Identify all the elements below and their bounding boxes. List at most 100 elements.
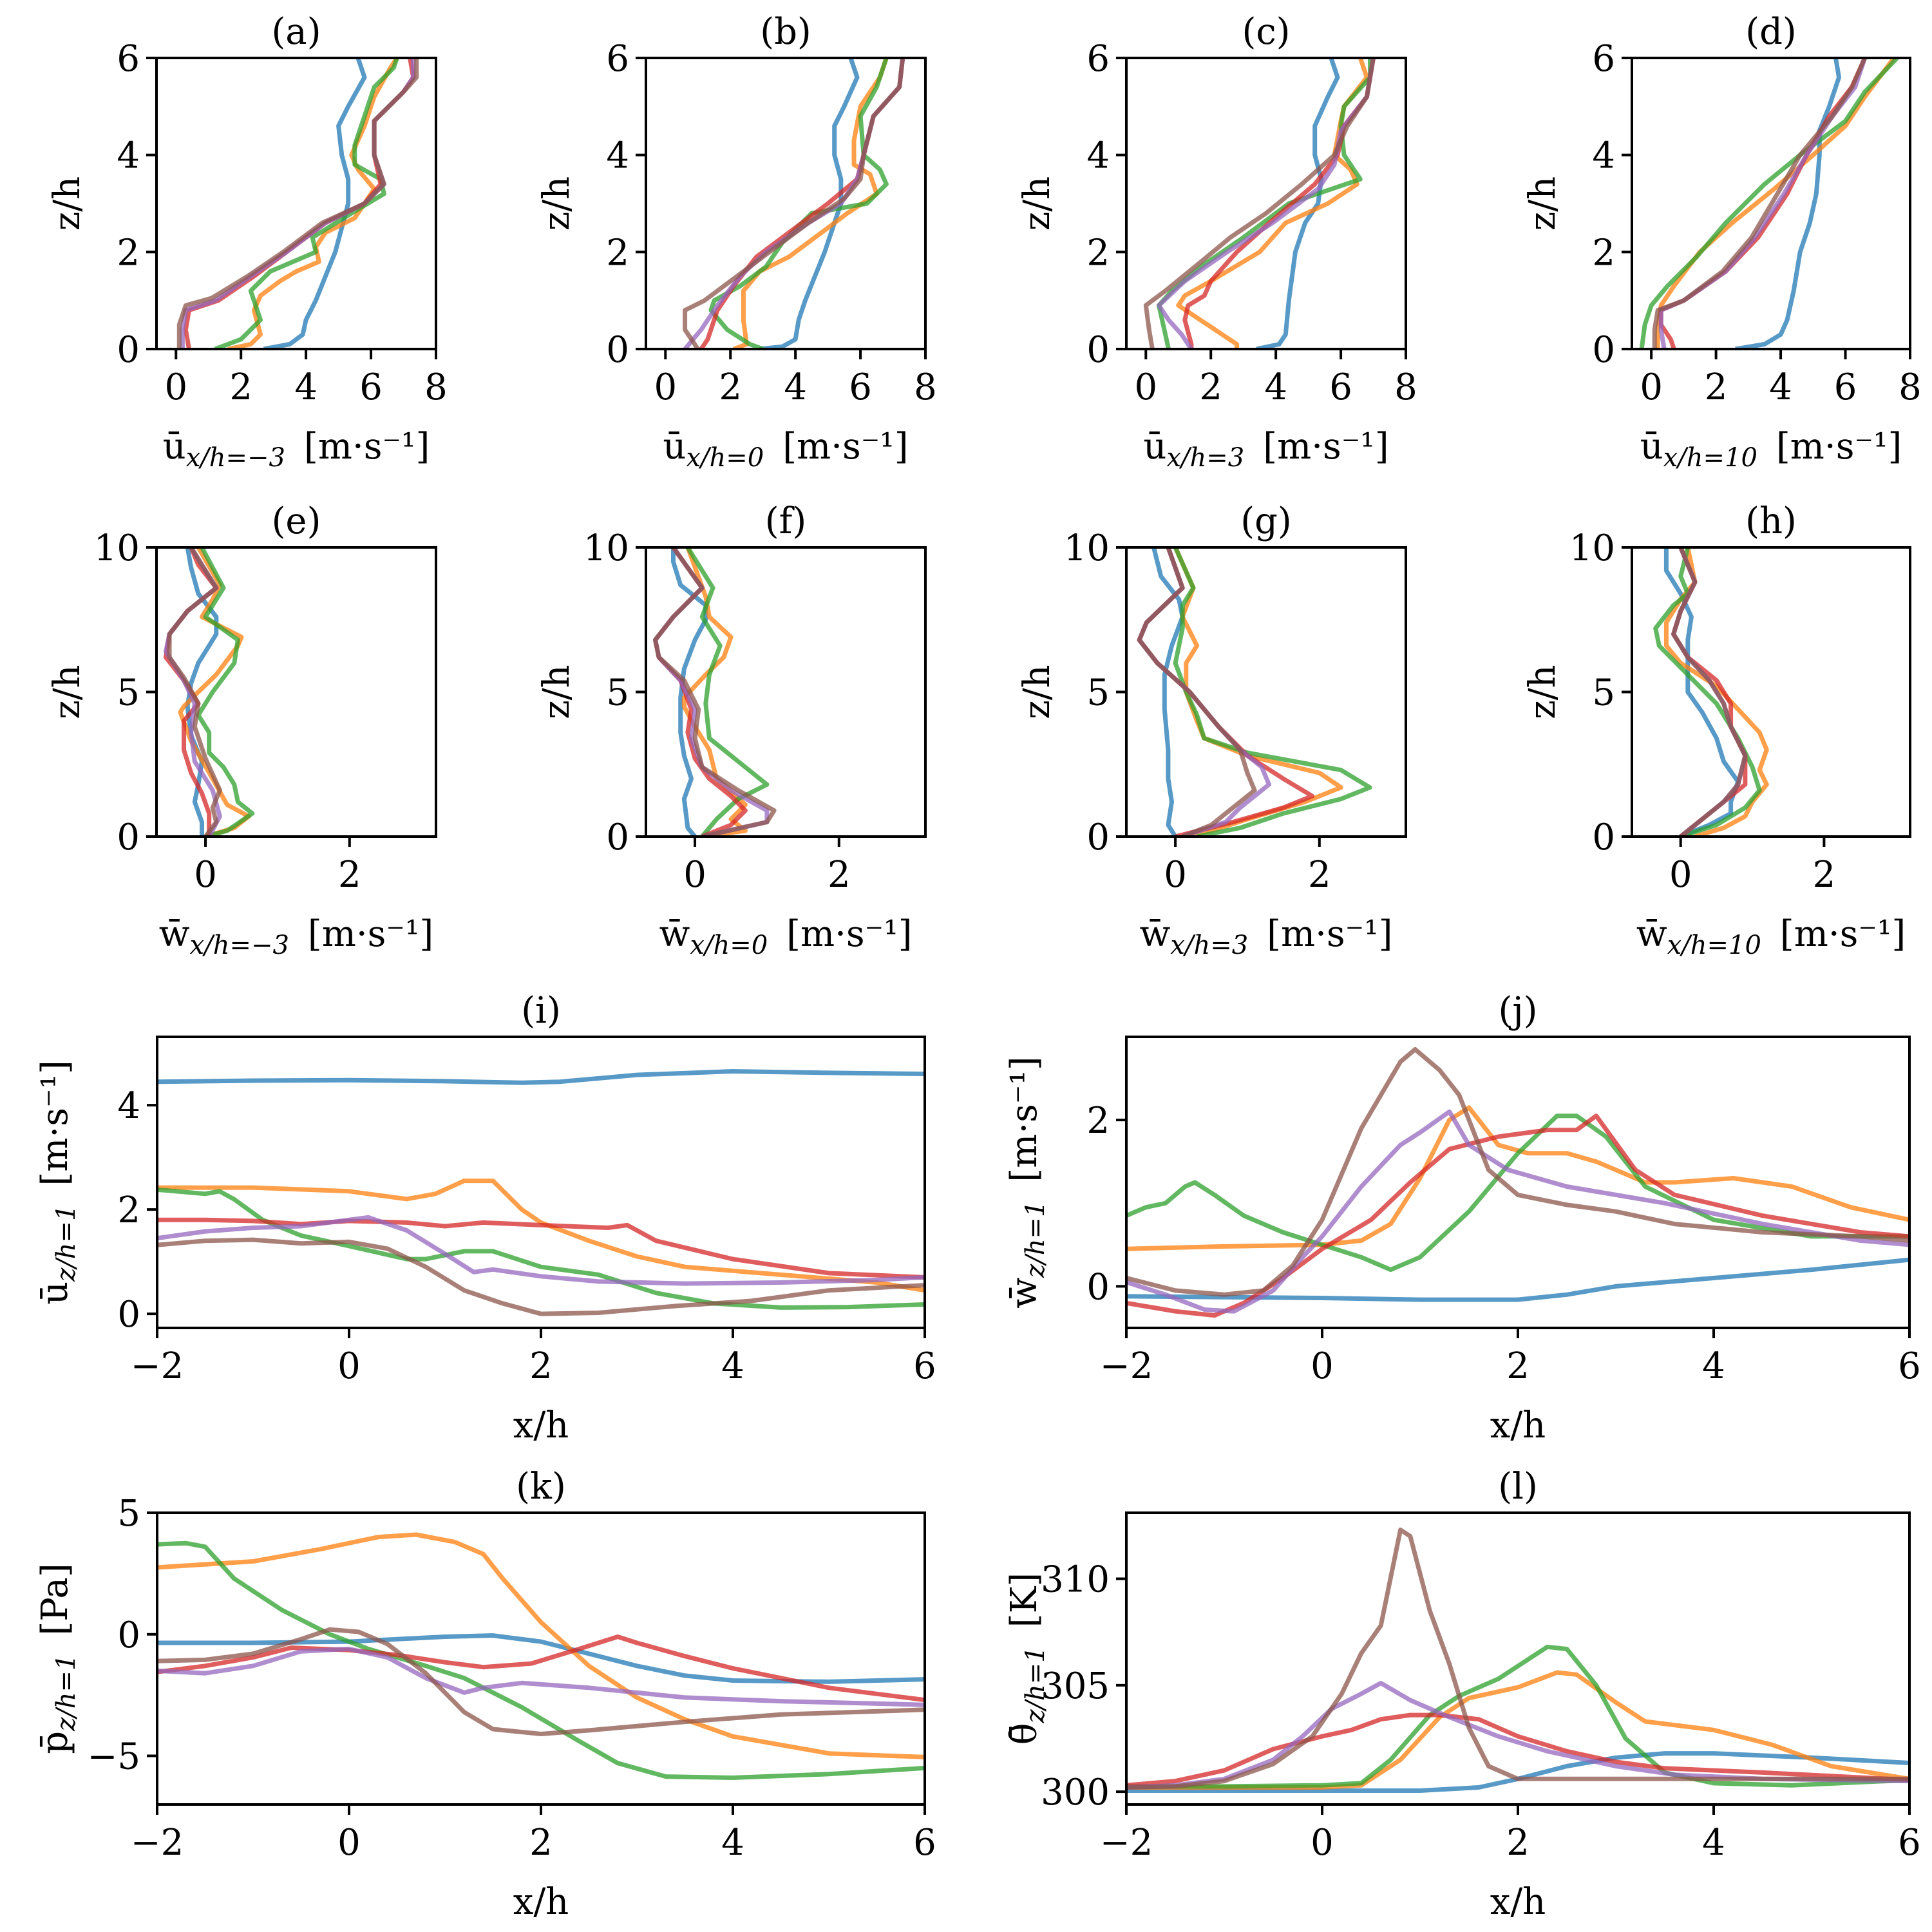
y-axis-label: z/h	[1016, 176, 1058, 231]
y-axis-label: z/h	[1522, 176, 1564, 231]
x-axis-label: x/h	[1490, 1881, 1546, 1923]
series-line-k-case-5	[157, 1646, 925, 1707]
x-tick-label: 2	[719, 366, 742, 408]
x-tick-label: 0	[194, 854, 217, 896]
y-tick-label: 0	[1086, 329, 1110, 371]
x-tick-label: 2	[1308, 854, 1331, 896]
panel-title: (e)	[272, 500, 321, 542]
x-tick-label: 4	[294, 366, 317, 408]
series-line-f-case-2	[681, 547, 748, 837]
x-tick-label: −2	[1100, 1345, 1153, 1387]
series-line-j-case-5	[1126, 1109, 1909, 1314]
x-tick-label: 4	[1702, 1345, 1725, 1387]
x-tick-label: 4	[721, 1822, 744, 1864]
series-line-j-case-1	[1126, 1257, 1909, 1302]
axes-frame	[645, 57, 927, 350]
panel-title: (j)	[1498, 990, 1537, 1032]
x-axis-label: w̄x/h=10 [m·s⁻¹]	[1636, 913, 1906, 960]
x-tick-label: 2	[529, 1345, 553, 1387]
x-tick-label: 0	[683, 854, 706, 896]
panel-title: (c)	[1242, 11, 1290, 53]
y-tick-label: 2	[1086, 1100, 1110, 1142]
y-tick-label: 6	[1592, 38, 1615, 80]
x-tick-label: 4	[1264, 366, 1287, 408]
series-line-a-case-5	[180, 58, 416, 349]
y-tick-label: 2	[606, 232, 629, 274]
x-tick-label: 8	[914, 366, 937, 408]
y-tick-label: 305	[1041, 1665, 1110, 1707]
x-tick-label: 2	[828, 854, 851, 896]
x-tick-label: 8	[424, 366, 448, 408]
series-line-i-case-6	[157, 1237, 925, 1316]
x-tick-label: 0	[337, 1345, 361, 1387]
series-line-h-case-2	[1663, 547, 1769, 837]
x-axis-label: ūx/h=3 [m·s⁻¹]	[1143, 426, 1388, 473]
x-tick-label: 2	[338, 854, 361, 896]
y-tick-label: 0	[1086, 817, 1110, 858]
series-line-l-case-1	[1126, 1751, 1909, 1793]
series-line-e-case-3	[196, 547, 255, 837]
series-line-i-case-4	[157, 1217, 925, 1280]
x-tick-label: 2	[1813, 854, 1836, 896]
x-tick-label: 0	[1669, 854, 1692, 896]
series-line-a-case-6	[176, 58, 419, 349]
series-line-g-case-6	[1137, 547, 1257, 837]
x-axis-label: ūx/h=0 [m·s⁻¹]	[663, 426, 908, 473]
x-axis-label: x/h	[513, 1881, 569, 1923]
series-line-i-case-5	[157, 1215, 925, 1286]
x-tick-label: 2	[1705, 366, 1728, 408]
series-line-e-case-1	[185, 547, 219, 837]
y-tick-label: 2	[1592, 232, 1615, 274]
y-tick-label: 5	[1592, 672, 1615, 714]
x-tick-label: 4	[784, 366, 807, 408]
panel-title: (a)	[271, 11, 321, 53]
series-line-k-case-4	[157, 1634, 925, 1703]
y-tick-label: 10	[1064, 527, 1110, 569]
y-tick-label: 0	[1086, 1266, 1110, 1308]
y-tick-label: 4	[1592, 135, 1615, 177]
y-tick-label: 6	[117, 38, 140, 80]
y-tick-label: 0	[1592, 817, 1615, 858]
x-tick-label: −2	[131, 1822, 184, 1864]
y-axis-label: z/h	[1016, 665, 1058, 719]
x-tick-label: 6	[849, 366, 872, 408]
x-tick-label: 6	[913, 1822, 936, 1864]
series-line-a-case-1	[263, 58, 367, 349]
series-line-a-case-4	[183, 58, 416, 349]
x-tick-label: −2	[131, 1345, 184, 1387]
x-tick-label: 0	[1640, 366, 1663, 408]
series-line-b-case-3	[708, 58, 889, 349]
x-tick-label: 0	[1311, 1345, 1334, 1387]
y-axis-label: z/h	[536, 176, 578, 231]
x-tick-label: 4	[1769, 366, 1792, 408]
series-line-i-case-3	[157, 1187, 925, 1310]
series-line-l-case-6	[1126, 1528, 1909, 1790]
x-tick-label: 2	[229, 366, 252, 408]
x-tick-label: 6	[1329, 366, 1352, 408]
y-tick-label: 0	[606, 817, 629, 858]
x-axis-label: x/h	[513, 1405, 569, 1446]
x-tick-label: 8	[1394, 366, 1417, 408]
panel-g: 0 2 0 5 10 (g) w̄x/h=3 [m·s⁻¹] z/h	[1016, 500, 1407, 960]
y-tick-label: 0	[117, 329, 140, 371]
y-tick-label: 4	[1086, 135, 1110, 177]
x-axis-label: ūx/h=10 [m·s⁻¹]	[1640, 426, 1902, 473]
y-tick-label: 5	[117, 672, 140, 714]
series-line-b-case-6	[683, 58, 905, 349]
x-axis-label: w̄x/h=0 [m·s⁻¹]	[659, 913, 912, 960]
y-tick-label: 5	[606, 672, 629, 714]
y-axis-label: p̄z/h=1 [Pa]	[34, 1563, 81, 1754]
y-axis-label: ūz/h=1 [m·s⁻¹]	[34, 1060, 81, 1305]
y-tick-label: 6	[606, 38, 629, 80]
y-tick-label: 2	[1086, 232, 1110, 274]
y-tick-label: 4	[117, 135, 140, 177]
series-line-d-case-1	[1735, 58, 1841, 349]
y-tick-label: 0	[606, 329, 629, 371]
series-line-j-case-4	[1126, 1113, 1909, 1318]
y-tick-label: 5	[117, 1493, 140, 1535]
series-line-d-case-3	[1639, 58, 1899, 349]
axes-frame	[1125, 57, 1407, 350]
